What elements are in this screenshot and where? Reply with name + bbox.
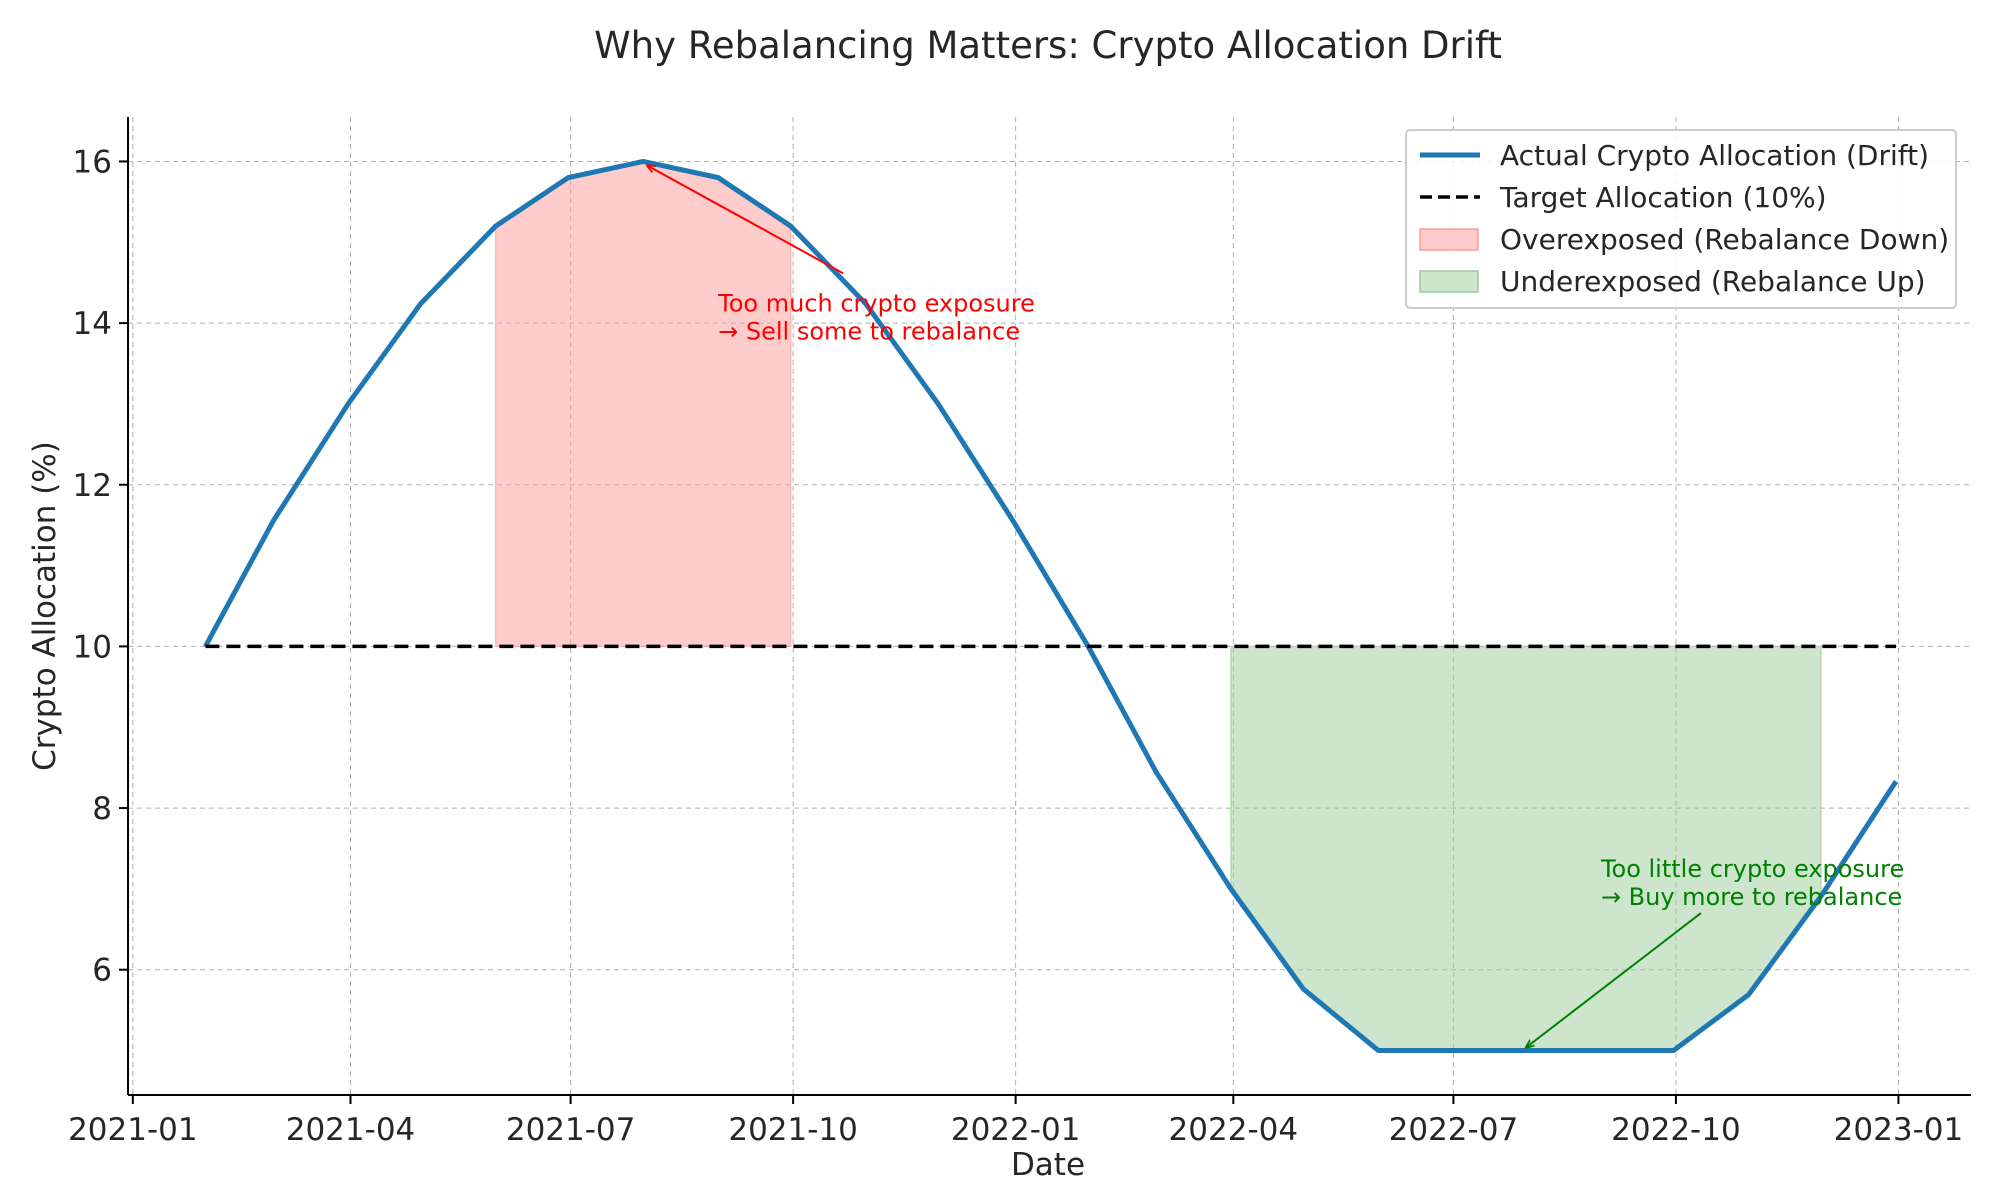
annotation-arrow bbox=[1526, 912, 1702, 1047]
annotation-text: → Buy more to rebalance bbox=[1601, 883, 1902, 911]
x-axis-label: Date bbox=[1011, 1147, 1085, 1183]
x-tick-label: 2021-07 bbox=[506, 1112, 636, 1148]
y-tick-label: 8 bbox=[92, 791, 112, 827]
legend-swatch-overexposed-rebalance-down bbox=[1419, 228, 1479, 251]
annotation-text: Too much crypto exposure bbox=[717, 289, 1035, 317]
legend-label: Target Allocation (10%) bbox=[1499, 181, 1827, 214]
x-ticks: 2021-01 2021-04 2021-07 2021-10 2022-01 2022-… bbox=[68, 1095, 1963, 1148]
legend-box bbox=[1405, 129, 1957, 309]
y-tick-label: 10 bbox=[73, 629, 112, 665]
x-tick-label: 2022-07 bbox=[1389, 1112, 1519, 1148]
actual-allocation-line bbox=[203, 158, 1899, 1054]
x-tick-label: 2022-01 bbox=[951, 1112, 1081, 1148]
x-tick-label: 2021-01 bbox=[68, 1112, 198, 1148]
y-tick-label: 16 bbox=[73, 144, 112, 180]
y-ticks: 6 8 10 12 14 16 bbox=[73, 144, 128, 989]
y-axis-label: Crypto Allocation (%) bbox=[27, 441, 63, 771]
shaded-regions bbox=[494, 160, 1822, 1052]
y-tick-label: 14 bbox=[73, 306, 112, 342]
x-tick-label: 2021-04 bbox=[286, 1112, 416, 1148]
axes bbox=[127, 117, 1971, 1096]
y-tick-label: 6 bbox=[92, 953, 112, 989]
legend-swatch-underexposed-rebalance-up bbox=[1419, 270, 1479, 293]
x-tick-label: 2022-10 bbox=[1611, 1112, 1741, 1148]
annotation-text: → Sell some to rebalance bbox=[718, 317, 1020, 345]
x-tick-label: 2022-04 bbox=[1169, 1112, 1299, 1148]
annotations: Too much crypto exposure→ Sell some to r… bbox=[647, 165, 1904, 1047]
annotation-text: Too little crypto exposure bbox=[1600, 855, 1904, 883]
legend-label: Overexposed (Rebalance Down) bbox=[1500, 223, 1949, 256]
x-tick-label: 2023-01 bbox=[1834, 1112, 1964, 1148]
region-overexposed-rebalance-down bbox=[494, 160, 792, 648]
y-tick-label: 12 bbox=[73, 468, 112, 504]
region-underexposed-rebalance-up bbox=[1230, 645, 1822, 1052]
legend-label: Actual Crypto Allocation (Drift) bbox=[1500, 139, 1929, 172]
annotation-arrow bbox=[647, 165, 844, 275]
grid-lines bbox=[128, 117, 1971, 1095]
chart-title: Why Rebalancing Matters: Crypto Allocati… bbox=[594, 24, 1502, 67]
series-lines bbox=[203, 158, 1899, 1054]
legend-label: Underexposed (Rebalance Up) bbox=[1500, 265, 1926, 298]
legend: Actual Crypto Allocation (Drift) Target A… bbox=[1405, 129, 1957, 309]
x-tick-label: 2021-10 bbox=[728, 1112, 858, 1148]
